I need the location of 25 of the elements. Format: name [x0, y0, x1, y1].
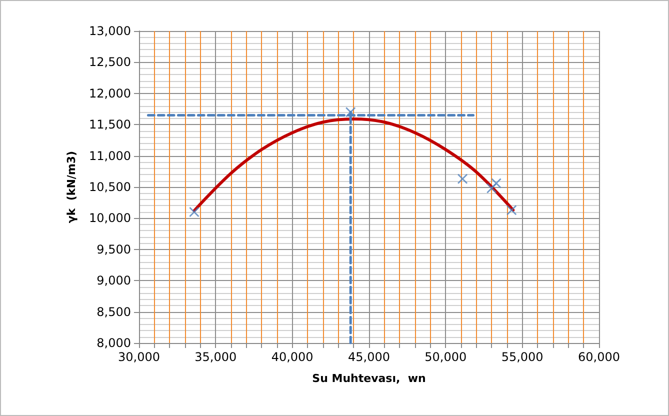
- y-tick-label: 12,500: [89, 55, 131, 70]
- y-tick-label: 12,000: [89, 86, 131, 100]
- x-tick-label: 45,000: [348, 350, 390, 364]
- x-tick-label: 50,000: [424, 350, 467, 364]
- y-axis-title: γk (kN/m3): [65, 150, 78, 224]
- x-tick-label: 60,000: [578, 350, 620, 364]
- y-tick-label: 10,000: [89, 211, 131, 226]
- x-axis-title: Su Muhtevası, wn: [312, 372, 426, 385]
- point: [346, 107, 356, 118]
- point: [189, 206, 200, 217]
- x-tick-label: 55,000: [501, 350, 544, 364]
- point: [491, 178, 502, 188]
- point: [506, 205, 517, 216]
- y-tick-label: 11,500: [89, 118, 131, 132]
- x-tick-label: 40,000: [271, 350, 314, 364]
- y-tick-label: 9,500: [96, 242, 131, 256]
- y-tick-label: 11,000: [89, 148, 131, 163]
- y-tick-label: 8,000: [96, 336, 131, 350]
- point: [458, 174, 468, 184]
- y-tick-label: 13,000: [89, 24, 131, 38]
- y-tick-label: 10,500: [89, 180, 131, 194]
- y-tick-label: 9,000: [96, 274, 131, 288]
- y-tick-label: 8,500: [96, 304, 131, 319]
- x-tick-label: 35,000: [194, 350, 237, 364]
- x-tick-label: 30,000: [118, 350, 160, 364]
